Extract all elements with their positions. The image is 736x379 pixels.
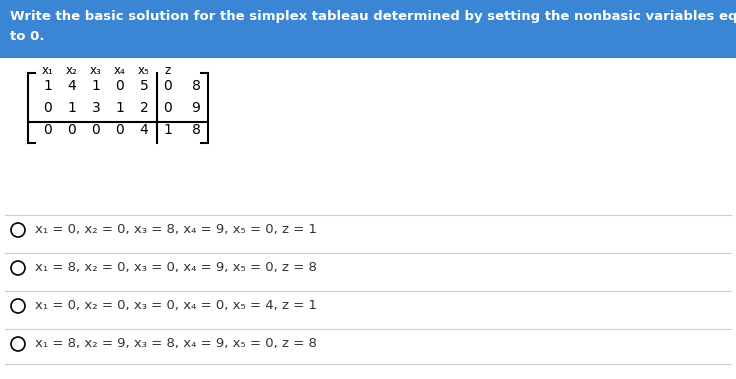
Text: x₁ = 0, x₂ = 0, x₃ = 0, x₄ = 0, x₅ = 4, z = 1: x₁ = 0, x₂ = 0, x₃ = 0, x₄ = 0, x₅ = 4, … <box>35 299 317 313</box>
Text: x₃: x₃ <box>90 64 102 77</box>
Text: 3: 3 <box>91 101 100 115</box>
Text: 0: 0 <box>116 79 124 93</box>
Text: x₁ = 0, x₂ = 0, x₃ = 8, x₄ = 9, x₅ = 0, z = 1: x₁ = 0, x₂ = 0, x₃ = 8, x₄ = 9, x₅ = 0, … <box>35 224 317 236</box>
Text: 1: 1 <box>68 101 77 115</box>
Text: 5: 5 <box>140 79 149 93</box>
Text: 8: 8 <box>191 79 200 93</box>
Text: x₁: x₁ <box>42 64 54 77</box>
Text: x₅: x₅ <box>138 64 150 77</box>
Text: x₂: x₂ <box>66 64 78 77</box>
Text: to 0.: to 0. <box>10 30 44 43</box>
Text: 8: 8 <box>191 123 200 137</box>
Text: 0: 0 <box>43 123 52 137</box>
Text: x₁ = 8, x₂ = 0, x₃ = 0, x₄ = 9, x₅ = 0, z = 8: x₁ = 8, x₂ = 0, x₃ = 0, x₄ = 9, x₅ = 0, … <box>35 262 317 274</box>
Text: 0: 0 <box>163 101 172 115</box>
Text: 1: 1 <box>116 101 124 115</box>
Text: z: z <box>165 64 171 77</box>
Text: 2: 2 <box>140 101 149 115</box>
Text: 0: 0 <box>163 79 172 93</box>
Text: 0: 0 <box>68 123 77 137</box>
Text: 1: 1 <box>91 79 100 93</box>
Text: 1: 1 <box>43 79 52 93</box>
Bar <box>0 0 736 58</box>
Text: 4: 4 <box>68 79 77 93</box>
Text: 0: 0 <box>43 101 52 115</box>
Text: x₁ = 8, x₂ = 9, x₃ = 8, x₄ = 9, x₅ = 0, z = 8: x₁ = 8, x₂ = 9, x₃ = 8, x₄ = 9, x₅ = 0, … <box>35 338 317 351</box>
Text: x₄: x₄ <box>114 64 126 77</box>
Text: Write the basic solution for the simplex tableau determined by setting the nonba: Write the basic solution for the simplex… <box>10 10 736 23</box>
Text: 0: 0 <box>91 123 100 137</box>
Text: 4: 4 <box>140 123 149 137</box>
Text: 9: 9 <box>191 101 200 115</box>
Text: 1: 1 <box>163 123 172 137</box>
Text: 0: 0 <box>116 123 124 137</box>
